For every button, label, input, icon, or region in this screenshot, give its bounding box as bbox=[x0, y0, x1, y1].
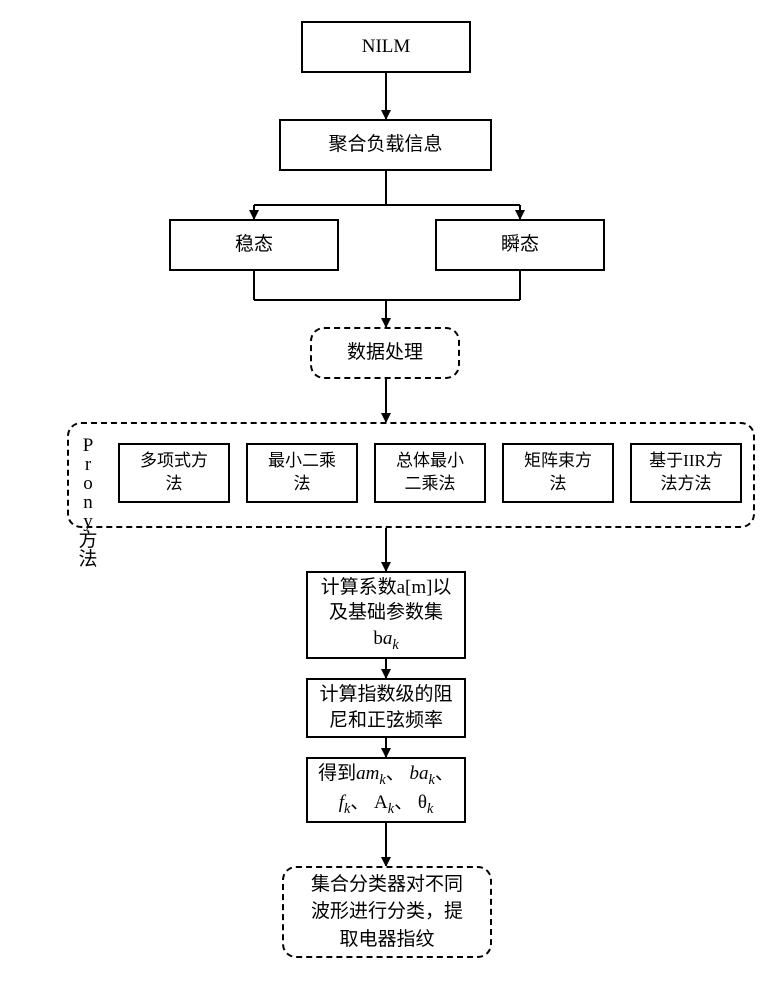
label: 矩阵束方法 bbox=[524, 450, 592, 496]
node-transient-state: 瞬态 bbox=[435, 219, 605, 271]
label: 稳态 bbox=[235, 232, 273, 258]
label: 聚合负载信息 bbox=[328, 132, 442, 158]
node-total-least-squares: 总体最小二乘法 bbox=[374, 443, 486, 503]
node-steady-state: 稳态 bbox=[169, 219, 339, 271]
label: 得到amk、 bak、fk、 Ak、 θk bbox=[318, 761, 454, 819]
prony-label: Prony方法 bbox=[78, 436, 98, 569]
node-data-processing: 数据处理 bbox=[310, 327, 460, 379]
node-nilm: NILM bbox=[301, 21, 471, 73]
node-aggregate-load: 聚合负载信息 bbox=[279, 119, 492, 171]
label: 瞬态 bbox=[501, 232, 539, 258]
label: 数据处理 bbox=[347, 339, 423, 367]
label: 基于IIR方法方法 bbox=[649, 450, 723, 496]
node-least-squares: 最小二乘法 bbox=[246, 443, 358, 503]
node-iir-method: 基于IIR方法方法 bbox=[630, 443, 742, 503]
label: 总体最小二乘法 bbox=[396, 450, 464, 496]
node-compute-damping: 计算指数级的阻尼和正弦频率 bbox=[306, 678, 466, 738]
node-output-params: 得到amk、 bak、fk、 Ak、 θk bbox=[306, 757, 466, 823]
label: NILM bbox=[362, 34, 411, 60]
node-classifier: 集合分类器对不同波形进行分类，提取电器指纹 bbox=[282, 866, 492, 958]
node-compute-coefficients: 计算系数a[m]以及基础参数集bak bbox=[306, 571, 466, 659]
label: 多项式方法 bbox=[140, 450, 208, 496]
node-polynomial-method: 多项式方法 bbox=[118, 443, 230, 503]
label: 计算系数a[m]以及基础参数集bak bbox=[321, 575, 452, 655]
label: 最小二乘法 bbox=[268, 450, 336, 496]
label: 集合分类器对不同波形进行分类，提取电器指纹 bbox=[311, 871, 463, 954]
node-matrix-pencil: 矩阵束方法 bbox=[502, 443, 614, 503]
label: 计算指数级的阻尼和正弦频率 bbox=[319, 682, 452, 733]
